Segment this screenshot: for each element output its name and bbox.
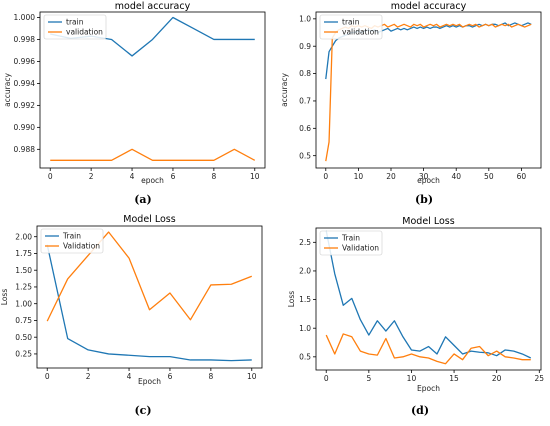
x-tick-label: 4 (130, 172, 135, 181)
y-axis-label: accuracy (3, 73, 12, 107)
chart-title: Model Loss (123, 214, 175, 225)
x-tick-label: 50 (484, 172, 494, 181)
chart-panel-2: model accuracy 0 10 20 30 40 50 60 0.5 0.6 0.7 0.8 0… (280, 1, 542, 206)
y-tick-label: 0.5 (299, 352, 311, 361)
x-tick-label: 5 (366, 374, 371, 383)
x-tick-label: 2 (86, 372, 91, 381)
y-tick-label: 0.992 (14, 101, 36, 110)
x-tick-label: 6 (168, 372, 173, 381)
x-tick-label: 8 (208, 372, 213, 381)
y-tick-label: 0.8 (299, 69, 311, 78)
panel-caption: (a) (134, 193, 152, 206)
legend-label: Train (341, 234, 360, 243)
y-tick-label: 1.5 (299, 295, 311, 304)
y-tick-label: 0.50 (15, 333, 32, 342)
x-tick-label: 30 (419, 172, 429, 181)
y-tick-label: 1.75 (15, 249, 32, 258)
panel-caption: (d) (411, 404, 429, 417)
y-tick-label: 1.000 (14, 13, 36, 22)
x-tick-label: 10 (407, 374, 417, 383)
legend-label: train (342, 18, 360, 27)
legend-box (43, 14, 107, 40)
x-axis-label: Epoch (138, 377, 161, 386)
y-axis-label: accuracy (280, 73, 289, 107)
chart-panel-3: Model Loss 0 2 4 6 8 10 0.25 0.50 0.75 1.00 1.25 1.5… (0, 214, 263, 417)
x-tick-label: 10 (250, 172, 260, 181)
x-tick-label: 8 (211, 172, 216, 181)
plot-frame (315, 11, 542, 169)
y-tick-label: 1.25 (15, 283, 32, 292)
chart-title: Model Loss (402, 216, 454, 227)
y-tick-label: 1.0 (299, 324, 311, 333)
y-tick-label: 0.9 (299, 42, 311, 51)
series-line-train (325, 230, 532, 359)
x-tick-label: 10 (247, 372, 257, 381)
legend-box (319, 230, 383, 256)
chart-panel-1: model accuracy 0 2 4 6 8 10 0.988 0.990 0.992 0.99… (3, 1, 266, 206)
x-axis-label: epoch (417, 176, 440, 185)
chart-panel-4: Model Loss 0 5 10 15 20 25 0.5 1.0 1.5 2.0 2.5 Epoch… (287, 216, 544, 417)
legend-label: Validation (63, 242, 100, 251)
x-tick-label: 4 (127, 372, 132, 381)
legend-label: train (66, 18, 84, 27)
x-tick-label: 6 (171, 172, 176, 181)
y-tick-label: 2.5 (299, 238, 311, 247)
y-tick-label: 0.7 (299, 97, 311, 106)
y-axis-label: Loss (287, 291, 296, 308)
legend-box (40, 228, 104, 254)
x-tick-label: 10 (354, 172, 364, 181)
series-line-validation (325, 23, 532, 162)
x-tick-label: 2 (89, 172, 94, 181)
x-axis-label: epoch (141, 176, 164, 185)
panel-caption: (c) (134, 404, 151, 417)
x-tick-label: 20 (492, 374, 502, 383)
legend-label: validation (66, 28, 103, 37)
x-tick-label: 25 (535, 374, 545, 383)
legend-label: Train (62, 232, 81, 241)
series-line-validation (325, 333, 531, 365)
y-tick-label: 0.996 (14, 57, 36, 66)
series-line-validation (50, 148, 256, 161)
x-tick-label: 0 (323, 172, 328, 181)
y-tick-label: 0.6 (299, 124, 311, 133)
panel-caption: (b) (415, 193, 433, 206)
y-tick-label: 0.5 (299, 151, 311, 160)
legend-box (319, 14, 383, 40)
x-tick-label: 20 (386, 172, 396, 181)
series-line-validation (46, 231, 253, 322)
y-axis-label: Loss (0, 289, 9, 306)
y-tick-label: 1.50 (15, 266, 32, 275)
x-tick-label: 40 (451, 172, 461, 181)
y-tick-label: 0.994 (14, 79, 36, 88)
x-tick-label: 0 (324, 374, 329, 383)
y-tick-label: 2.00 (15, 232, 32, 241)
y-tick-label: 0.988 (14, 145, 36, 154)
y-tick-label: 0.990 (14, 123, 36, 132)
x-axis-label: Epoch (417, 384, 440, 393)
x-tick-label: 0 (48, 172, 53, 181)
chart-title: model accuracy (391, 1, 467, 12)
y-tick-label: 0.25 (15, 350, 32, 359)
y-tick-label: 0.998 (14, 35, 36, 44)
x-tick-label: 15 (449, 374, 459, 383)
chart-title: model accuracy (115, 1, 191, 12)
y-tick-label: 1.0 (299, 14, 311, 23)
y-tick-label: 2.0 (299, 267, 311, 276)
plot-frame (39, 11, 266, 169)
legend-label: Validation (342, 244, 379, 253)
x-tick-label: 60 (517, 172, 527, 181)
plot-frame (36, 225, 263, 369)
y-tick-label: 0.75 (15, 316, 32, 325)
series-line-train (46, 244, 252, 362)
x-tick-label: 0 (45, 372, 50, 381)
plot-frame (315, 227, 542, 371)
legend-label: validation (342, 28, 379, 37)
y-tick-label: 1.00 (15, 299, 32, 308)
